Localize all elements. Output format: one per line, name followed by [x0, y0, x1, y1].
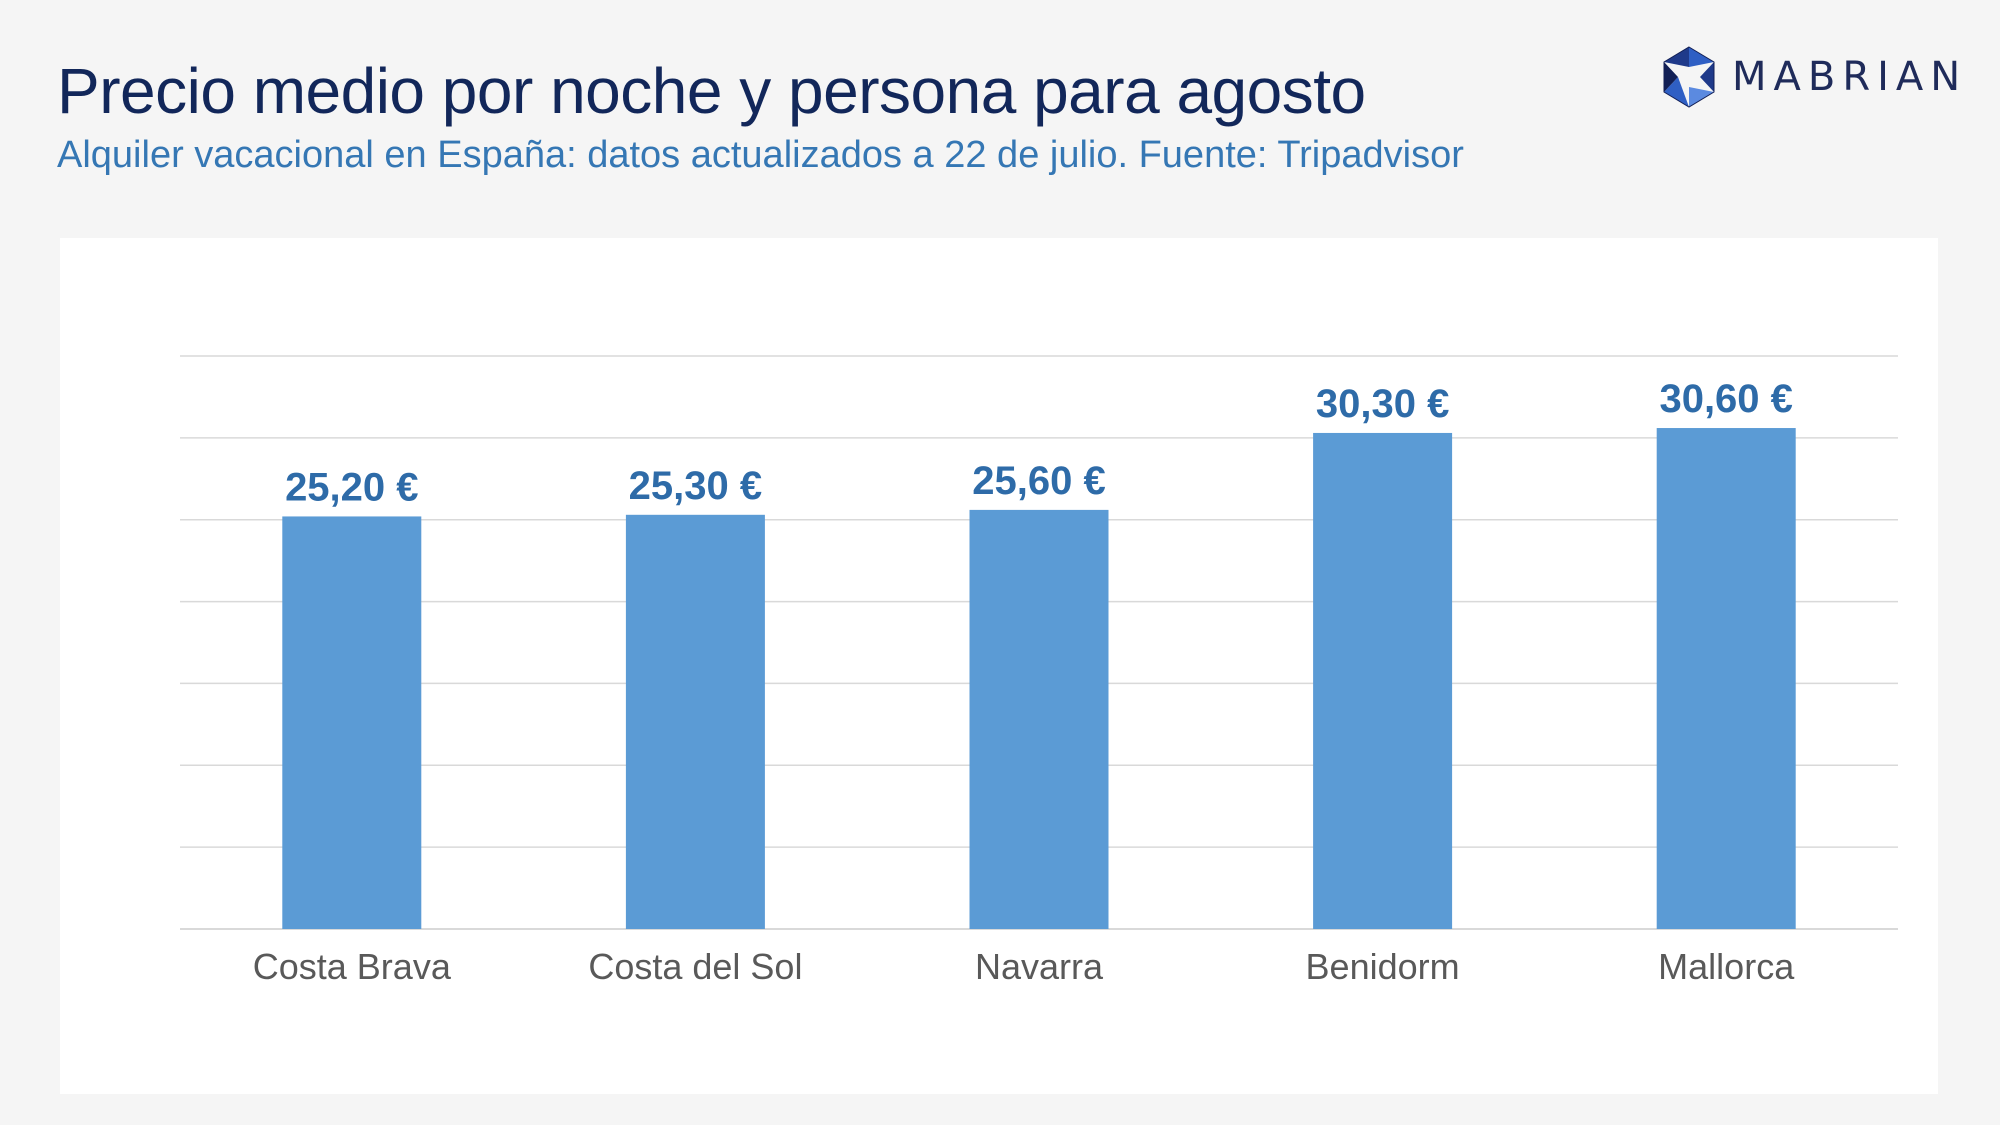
page-subtitle: Alquiler vacacional en España: datos act…: [57, 134, 1464, 176]
category-label: Mallorca: [1658, 946, 1795, 987]
bar-mallorca: [1656, 428, 1796, 929]
chart-panel: 25,20 € 25,30 € 25,60 € 30,30 € 30,60 € Cost…: [60, 238, 1938, 1094]
bar-costa-del-sol: [625, 514, 765, 929]
hexagon-shutter-icon: [1663, 46, 1715, 108]
data-label: 25,60 €: [972, 459, 1105, 503]
category-label: Navarra: [975, 946, 1104, 987]
bar-costa-brava: [282, 516, 422, 929]
brand-name: MABRIAN: [1732, 54, 1968, 100]
bar-chart: 25,20 € 25,30 € 25,60 € 30,30 € 30,60 € Cost…: [180, 355, 1898, 987]
data-label: 25,20 €: [285, 465, 418, 509]
brand-logo: MABRIAN: [1660, 44, 1967, 110]
bar-benidorm: [1313, 432, 1453, 929]
data-label: 30,30 €: [1316, 382, 1449, 426]
page-title: Precio medio por noche y persona para ag…: [57, 55, 1366, 127]
category-labels: Costa Brava Costa del Sol Navarra Benidorm M…: [253, 946, 1795, 987]
data-label: 30,60 €: [1659, 377, 1792, 421]
category-label: Costa Brava: [253, 946, 452, 987]
data-label: 25,30 €: [629, 464, 762, 508]
category-label: Benidorm: [1306, 946, 1460, 987]
bar-navarra: [969, 509, 1109, 929]
category-label: Costa del Sol: [588, 946, 802, 987]
data-labels: 25,20 € 25,30 € 25,60 € 30,30 € 30,60 €: [285, 377, 1793, 509]
bars: [282, 428, 1796, 929]
